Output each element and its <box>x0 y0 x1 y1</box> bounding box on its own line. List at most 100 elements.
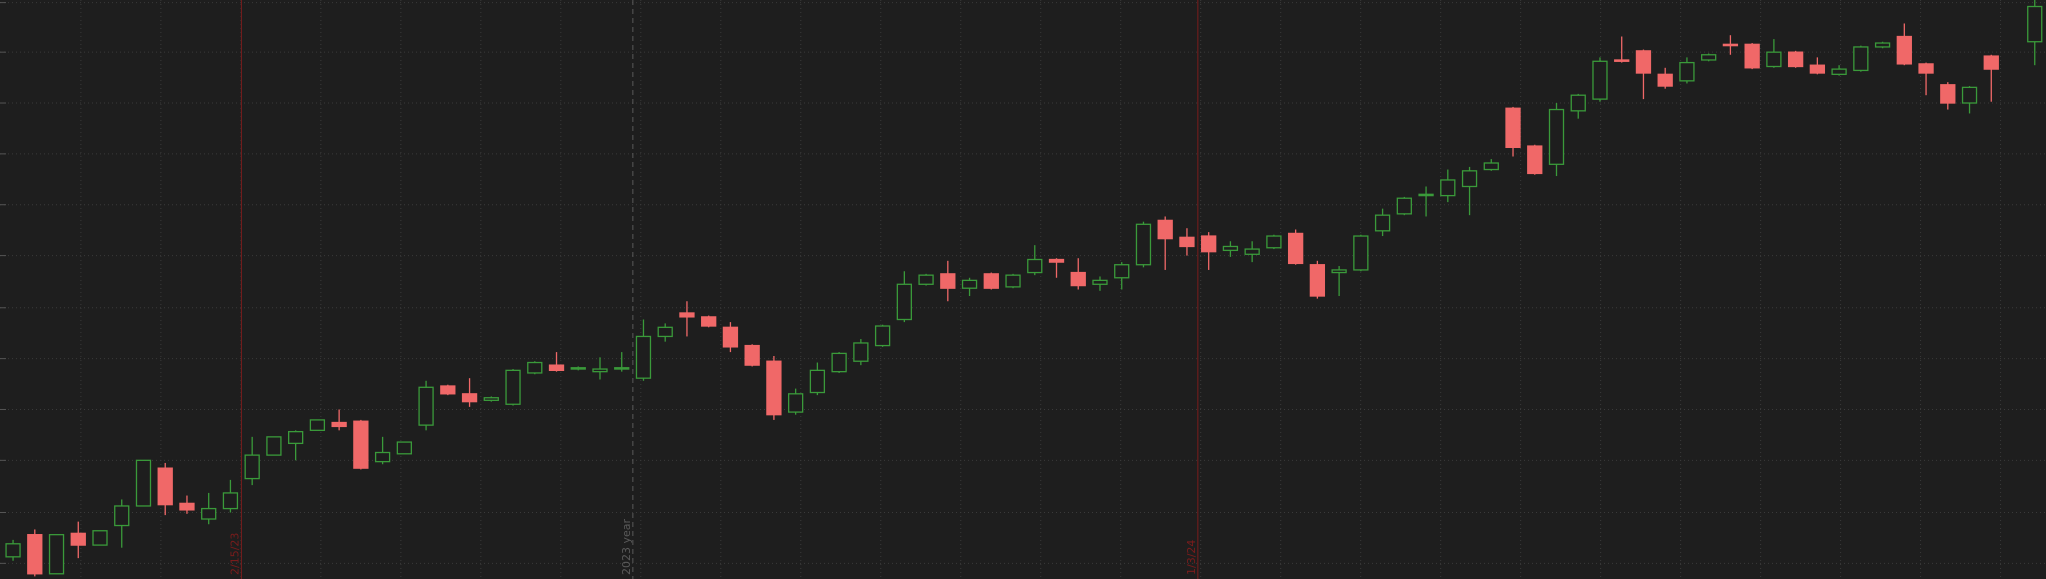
event-label: 2023 year <box>620 518 633 575</box>
candle-body <box>418 386 434 426</box>
candle-body <box>1396 197 1412 215</box>
candle-body <box>1092 279 1108 285</box>
candle-body <box>1244 248 1260 255</box>
event-label: 1/3/24 <box>1185 540 1198 575</box>
candle-body <box>1744 43 1760 69</box>
candle-body <box>1005 274 1021 288</box>
candle-body <box>114 505 130 527</box>
candle-body <box>396 441 412 455</box>
candle-body <box>70 532 86 546</box>
candle-body <box>874 325 891 347</box>
candle-body <box>353 420 369 469</box>
candle-body <box>940 273 956 289</box>
candle-body <box>1440 179 1456 197</box>
candle-body <box>27 534 43 575</box>
candle-body <box>744 344 760 366</box>
candle-body <box>5 543 21 558</box>
candle-body <box>592 368 608 373</box>
candle-body <box>1505 107 1521 149</box>
candle-body <box>1048 258 1065 263</box>
candle-body <box>1809 64 1826 74</box>
event-label: 2/15/23 <box>228 533 241 575</box>
candle-body <box>809 369 826 394</box>
candle-body <box>1570 94 1586 112</box>
candle-body <box>331 421 347 428</box>
candle-body <box>1940 84 1956 104</box>
candle-body <box>961 279 978 289</box>
candle-body <box>244 454 260 480</box>
candle-body <box>440 385 456 395</box>
candle-body <box>1614 59 1630 62</box>
candle-body <box>374 451 391 463</box>
candle-body <box>1461 170 1478 188</box>
candle-body <box>1722 43 1739 47</box>
candle-body <box>1983 55 1999 70</box>
vertical-grid <box>80 0 2002 579</box>
candle-body <box>1592 60 1608 100</box>
candle-body <box>1766 51 1782 68</box>
candle-body <box>135 459 152 507</box>
candle-body <box>1961 86 1978 104</box>
candle-body <box>983 273 999 289</box>
candle-body <box>853 342 869 362</box>
candle-body <box>896 283 912 321</box>
candle-body <box>1374 214 1391 232</box>
candle-body <box>1309 264 1326 297</box>
candle-body <box>1070 271 1086 287</box>
candle-body <box>288 430 304 445</box>
candle-body <box>1266 235 1282 249</box>
candle-body <box>1831 68 1847 75</box>
candle-body <box>1135 223 1152 266</box>
candle-body <box>1222 245 1239 252</box>
candle-body <box>722 326 739 348</box>
candle-body <box>1874 42 1891 48</box>
candle-body <box>309 419 326 431</box>
candle-body <box>635 335 652 379</box>
candle-body <box>1853 46 1869 72</box>
candle-body <box>701 316 717 327</box>
candle-body <box>1548 108 1565 165</box>
candle-body <box>1179 236 1195 248</box>
candle-body <box>1027 258 1043 274</box>
candle-body <box>657 326 673 338</box>
candle-body <box>1114 264 1130 279</box>
candle-body <box>614 367 630 370</box>
candle-body <box>766 360 782 416</box>
candle-body <box>1701 54 1717 61</box>
candle-body <box>1635 50 1652 74</box>
candle-body <box>570 367 586 370</box>
candle-body <box>2027 5 2043 43</box>
candle-body <box>505 369 521 405</box>
candle-body <box>1483 162 1499 171</box>
candle-body <box>1201 235 1217 253</box>
candle-body <box>527 361 543 374</box>
candle-body <box>1896 35 1912 65</box>
candle-body <box>222 492 239 510</box>
candle-body <box>266 436 282 456</box>
candle-body <box>48 534 65 575</box>
candle-body <box>1679 61 1695 82</box>
candle-body <box>1787 51 1804 68</box>
candle-body <box>831 352 847 373</box>
candle-body <box>1331 269 1347 274</box>
candle-body <box>1918 63 1934 74</box>
candle-body <box>483 397 499 401</box>
candle-body <box>1527 145 1543 175</box>
candle-body <box>157 467 173 506</box>
candle-body <box>918 274 934 285</box>
candle-body <box>679 312 695 318</box>
candle-body <box>1418 193 1434 197</box>
candle-body <box>461 393 478 403</box>
candle-body <box>548 364 565 372</box>
candle-body <box>787 393 804 413</box>
candle-body <box>1353 235 1369 271</box>
candle-body <box>179 502 195 511</box>
candle-body <box>1657 73 1673 87</box>
candle-body <box>1157 219 1173 240</box>
candle-body <box>92 530 108 546</box>
candle-body <box>201 507 217 520</box>
candle-body <box>1287 232 1304 265</box>
